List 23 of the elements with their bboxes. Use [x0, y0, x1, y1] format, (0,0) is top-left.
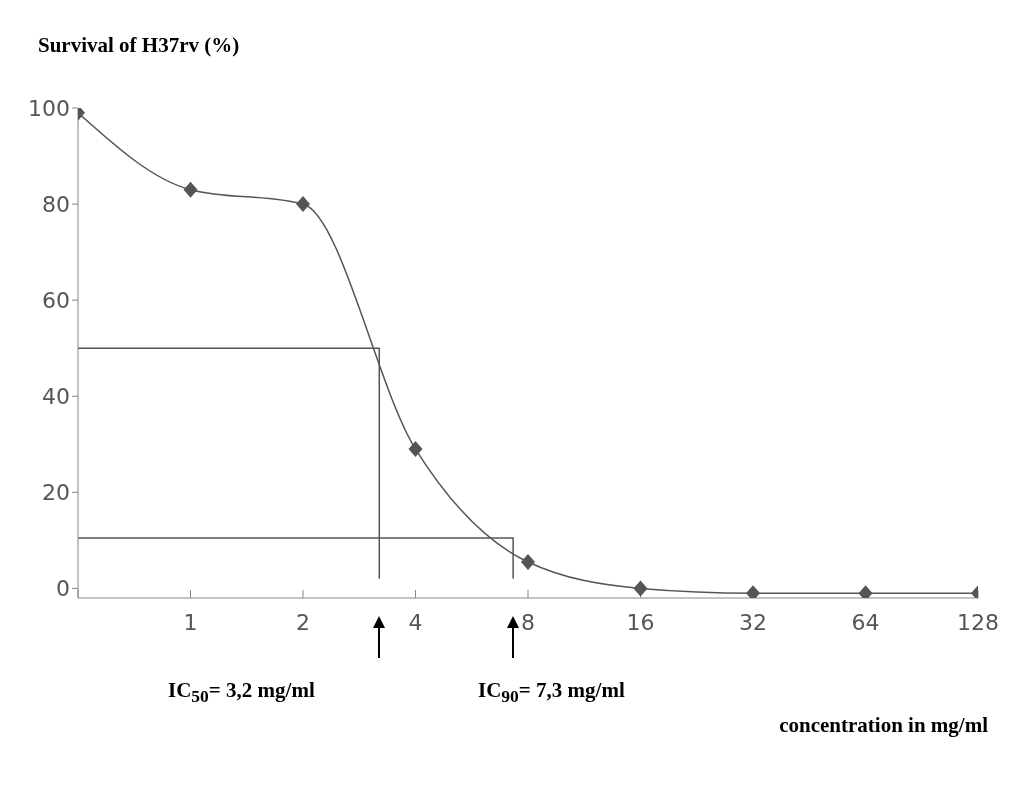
x-tick-label: 16	[626, 609, 655, 635]
text: IC$_{90}$= 7,3 mg/ml	[478, 678, 625, 708]
y-tick-label: 40	[42, 384, 70, 410]
x-tick-label: 4	[408, 609, 423, 635]
x-tick-label: 2	[296, 609, 310, 635]
y-tick-label: 0	[56, 576, 70, 602]
point	[408, 441, 423, 458]
x-tick-label: 1	[183, 609, 198, 635]
point	[183, 181, 198, 198]
x-tick-label: 32	[739, 609, 767, 635]
point	[521, 553, 535, 570]
y-tick-label: 60	[42, 287, 70, 313]
x-tick-label: 64	[851, 609, 880, 635]
y-tick-label: 80	[42, 191, 70, 217]
point	[296, 196, 310, 213]
x-tick-label: 128	[957, 609, 999, 635]
y-axis-title: Survival of H37rv (%)	[38, 33, 240, 58]
point	[633, 580, 648, 597]
x-tick-label: 8	[521, 609, 535, 635]
y-tick-label: 100	[28, 95, 70, 121]
text: IC$_{50}$= 3,2 mg/ml	[168, 678, 315, 708]
x-axis-title: concentration in mg/ml	[779, 713, 988, 738]
y-tick-label: 20	[42, 480, 70, 506]
